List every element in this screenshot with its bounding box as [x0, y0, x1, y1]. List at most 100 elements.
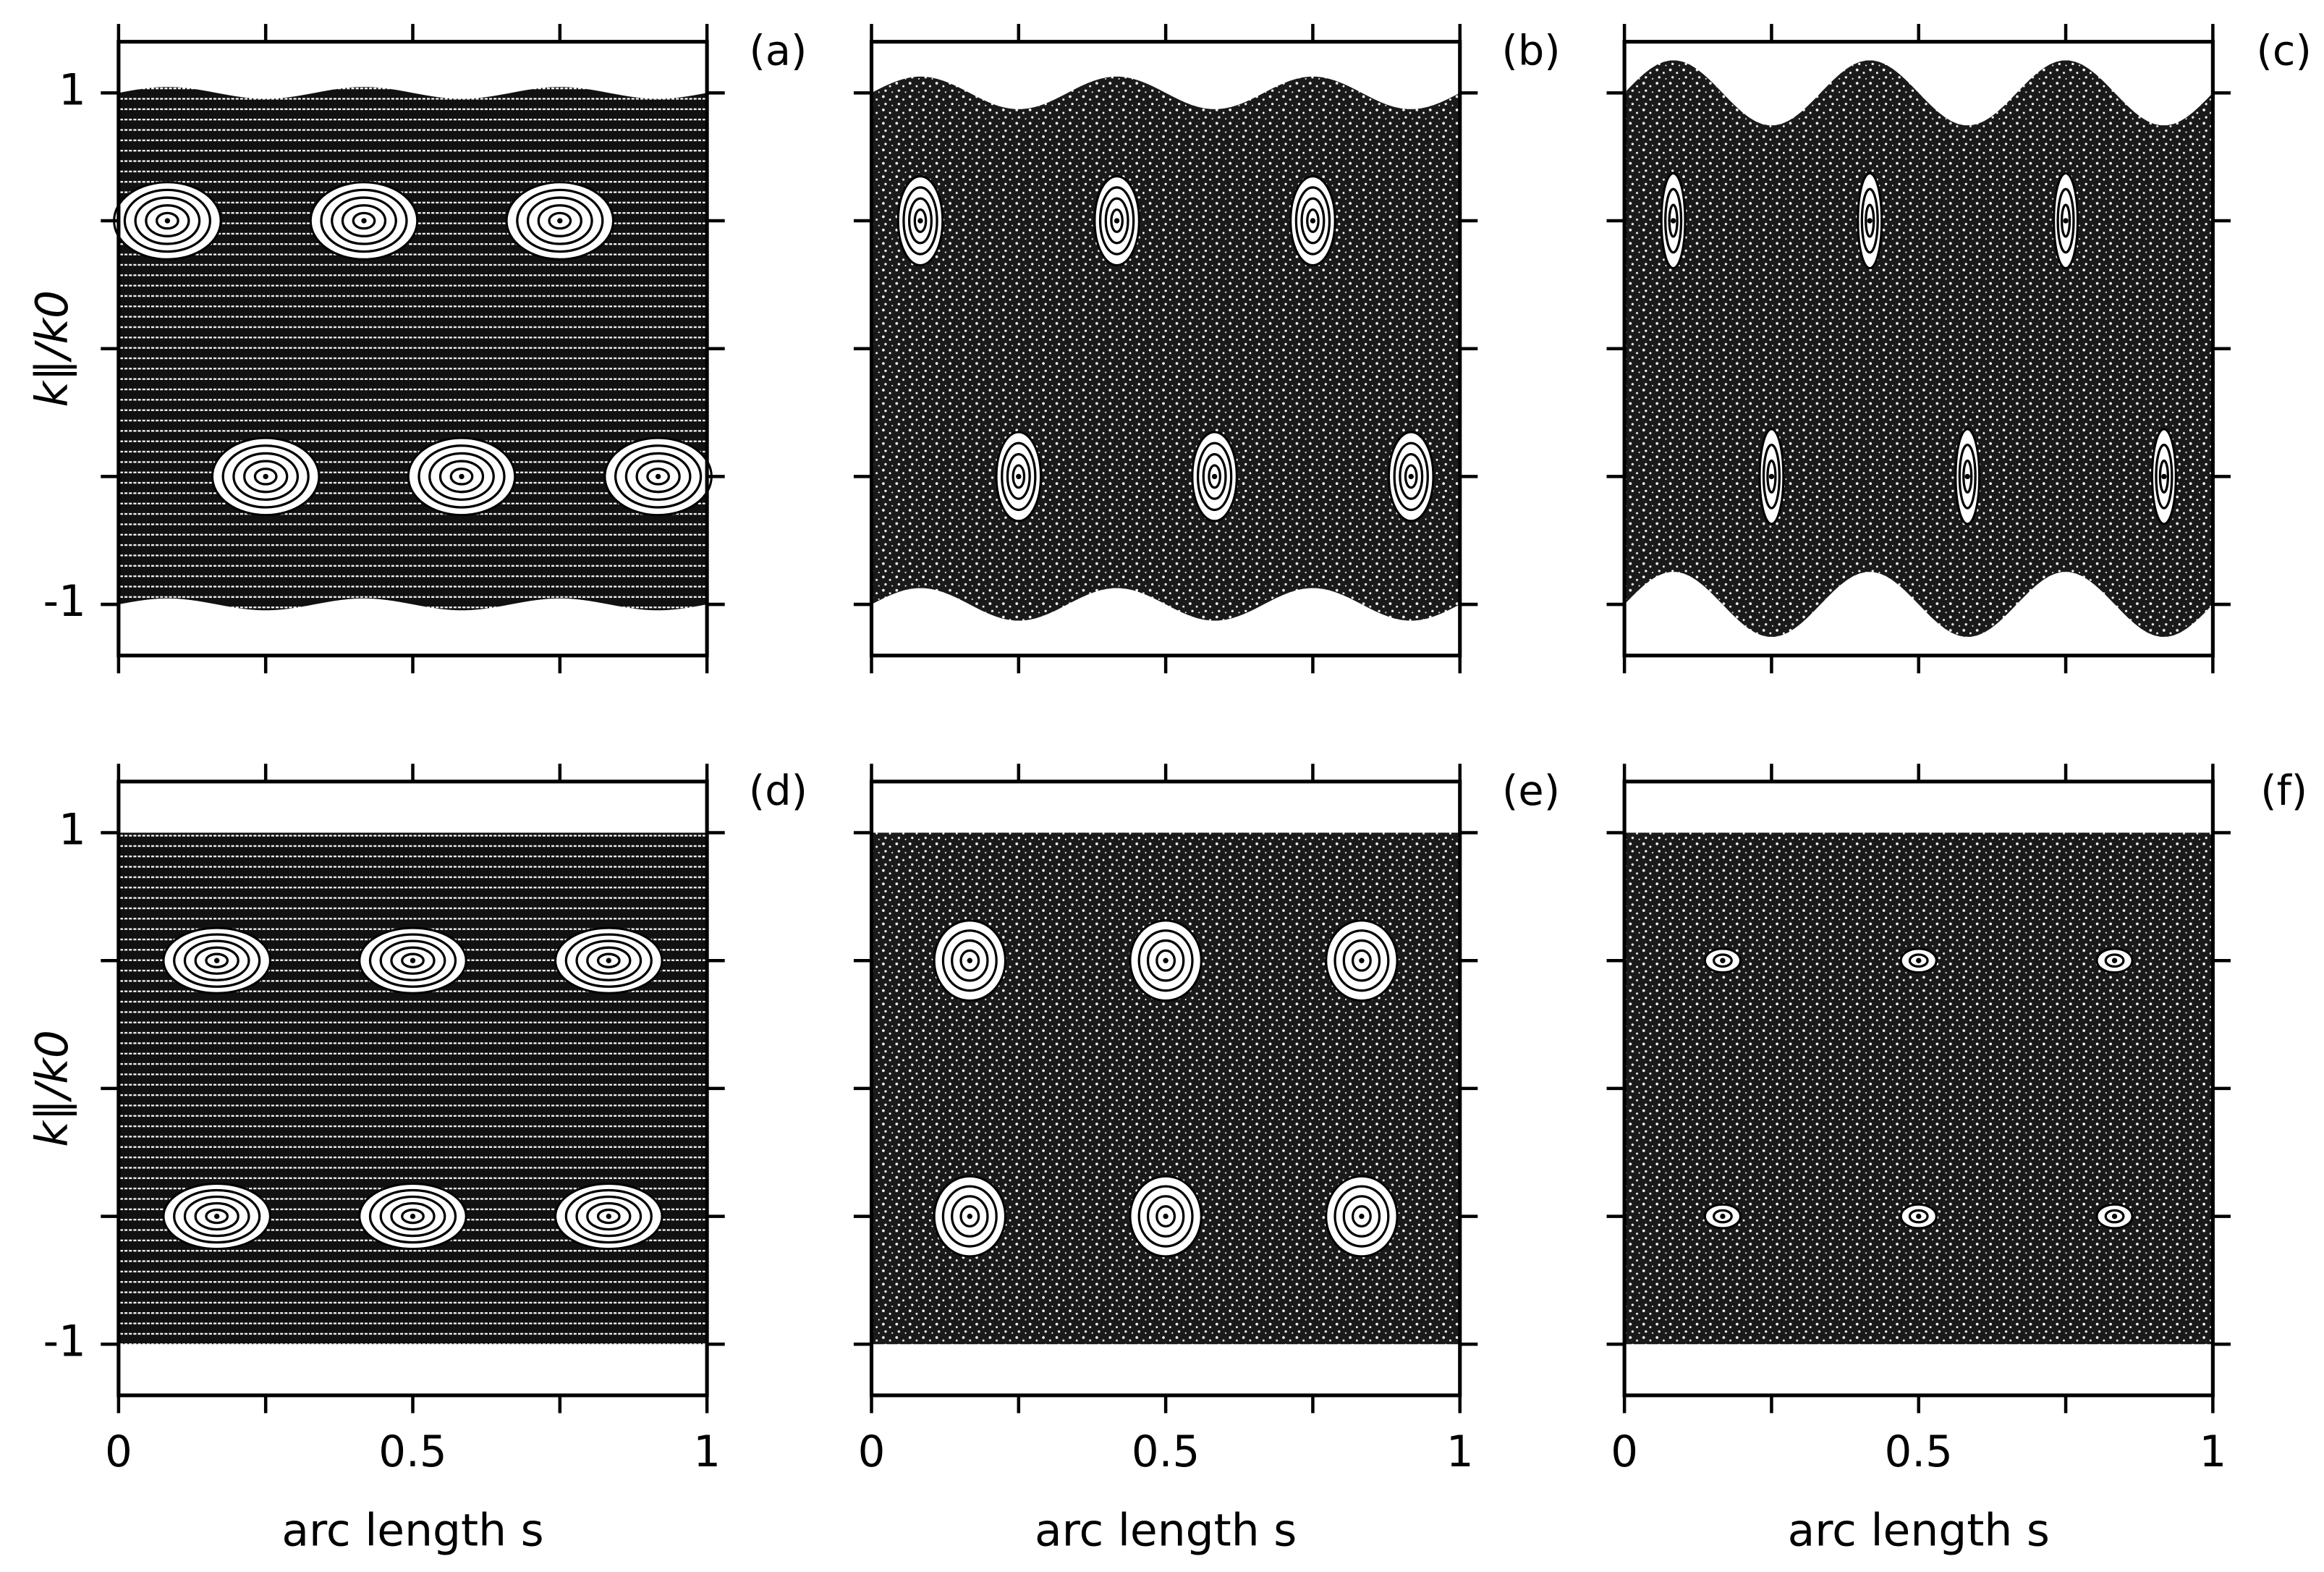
chaotic-sea: [1624, 832, 2213, 1345]
island-ring: [1137, 929, 1194, 992]
island-center: [1359, 1213, 1365, 1220]
island-ring: [1860, 187, 1879, 254]
chaotic-sea: [1624, 60, 2213, 637]
island-ring: [1713, 953, 1733, 968]
island-center: [1720, 958, 1726, 963]
island-ring: [449, 468, 474, 486]
island-ring: [959, 1205, 980, 1228]
island-center: [1310, 218, 1316, 224]
x-tick-label: 0: [1611, 1427, 1638, 1477]
island-ring: [1333, 929, 1390, 992]
island-ring: [575, 1195, 643, 1238]
island-ring: [401, 952, 425, 968]
island-center: [1768, 473, 1775, 480]
island-ring: [1110, 208, 1124, 234]
island-ring: [2060, 203, 2071, 238]
island-ring: [438, 460, 485, 494]
island-ring: [331, 196, 397, 245]
island-center: [1016, 473, 1022, 480]
island-center: [214, 1213, 220, 1220]
island-ring: [1404, 464, 1418, 489]
island-ring: [145, 204, 190, 237]
island-ring: [368, 1188, 457, 1244]
island-ring: [586, 1201, 632, 1231]
island-ring: [1668, 203, 1679, 238]
island-ring: [320, 188, 408, 253]
island-center: [459, 473, 465, 480]
island-center: [263, 473, 268, 480]
x-tick-label: 1: [1446, 1427, 1474, 1477]
island-ring: [2056, 187, 2075, 254]
island-ring: [1104, 197, 1129, 245]
island-ring: [1196, 441, 1233, 512]
island-center: [361, 218, 367, 224]
island-ring: [564, 933, 653, 988]
island-ring: [379, 1195, 446, 1238]
island-ring: [194, 1201, 239, 1231]
island-ring: [537, 204, 582, 237]
x-tick-label: 0: [858, 1427, 886, 1477]
chaotic-sea: [118, 832, 708, 1345]
chaotic-sea: [871, 832, 1460, 1345]
island-ring: [951, 1195, 989, 1238]
island-ring: [1762, 444, 1781, 510]
island-ring: [1962, 459, 1973, 494]
panel-label: (d): [749, 766, 807, 815]
panel-label: (e): [1502, 766, 1560, 815]
island-ring: [2155, 444, 2174, 510]
y-axis-label: k∥/k0: [27, 290, 78, 407]
x-axis-label: arc length s: [1788, 1505, 2050, 1557]
island-center: [1114, 218, 1120, 224]
y-tick-label: 1: [59, 806, 86, 855]
island-ring: [1908, 953, 1929, 968]
island-ring: [134, 196, 201, 245]
island-ring: [1713, 1209, 1733, 1224]
island-ring: [428, 452, 495, 501]
x-tick-label: 1: [2199, 1427, 2226, 1477]
island-center: [1163, 958, 1169, 963]
island-ring: [1342, 939, 1381, 982]
island-ring: [951, 939, 989, 982]
island-ring: [253, 468, 278, 486]
island-center: [967, 958, 972, 963]
island-ring: [1352, 949, 1372, 972]
island-ring: [941, 929, 998, 992]
island-ring: [390, 1201, 436, 1231]
island-ring: [1342, 1195, 1381, 1238]
island-ring: [1664, 187, 1683, 254]
island-ring: [1306, 208, 1320, 234]
x-tick-label: 1: [693, 1427, 721, 1477]
island-ring: [368, 933, 457, 988]
island-ring: [401, 1208, 425, 1225]
island-center: [2111, 958, 2118, 963]
island-ring: [1958, 444, 1977, 510]
island-ring: [1908, 1209, 1929, 1224]
island-ring: [2104, 953, 2125, 968]
island-ring: [1294, 186, 1331, 255]
island-ring: [1146, 1195, 1185, 1238]
x-tick-label: 0.5: [1885, 1427, 1953, 1477]
island-ring: [959, 949, 980, 972]
island-ring: [205, 952, 229, 968]
island-ring: [635, 460, 681, 494]
island-ring: [173, 1188, 261, 1244]
island-ring: [194, 946, 239, 975]
island-ring: [1766, 459, 1777, 494]
island-ring: [173, 933, 261, 988]
island-ring: [1146, 939, 1185, 982]
y-tick-label: 1: [59, 65, 86, 115]
island-center: [1211, 473, 1218, 480]
island-ring: [548, 211, 572, 230]
island-center: [214, 958, 220, 963]
island-center: [410, 1213, 416, 1220]
island-ring: [232, 452, 300, 501]
panel-label: (c): [2257, 27, 2312, 75]
island-ring: [596, 1208, 621, 1225]
island-ring: [1006, 453, 1031, 500]
panel-label: (a): [750, 27, 807, 75]
island-ring: [379, 939, 446, 981]
island-center: [1916, 958, 1922, 963]
island-center: [1720, 1213, 1726, 1220]
island-ring: [221, 444, 310, 509]
